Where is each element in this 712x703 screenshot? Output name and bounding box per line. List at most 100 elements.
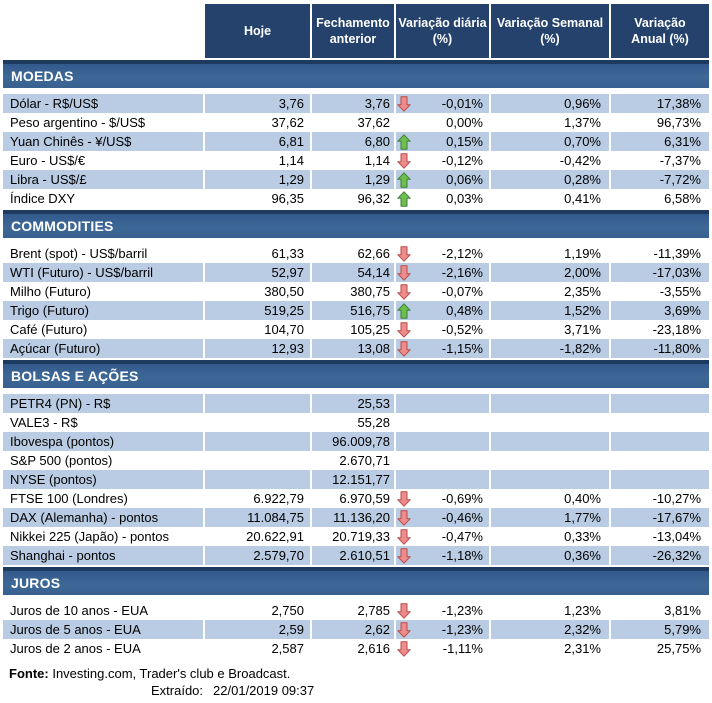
row-label: Brent (spot) - US$/barril <box>3 244 205 263</box>
variacao-diaria-value: -0,47% <box>441 529 483 544</box>
variacao-diaria-value: -2,12% <box>441 246 483 261</box>
up-arrow-icon <box>397 190 413 207</box>
hoje-value: 20.622,91 <box>205 527 312 546</box>
section-header-moedas: MOEDAS <box>3 60 709 88</box>
table-row: Café (Futuro) 104,70 105,25 -0,52% 3,71% -23,… <box>3 320 709 339</box>
hoje-value: 2,750 <box>205 601 312 620</box>
variacao-diaria-cell: -0,01% <box>396 94 491 113</box>
table-row: Açúcar (Futuro) 12,93 13,08 -1,15% -1,82% -11… <box>3 339 709 358</box>
variacao-anual-value: -7,72% <box>611 170 709 189</box>
variacao-diaria-cell: -1,18% <box>396 546 491 565</box>
up-arrow-icon <box>397 133 413 150</box>
table-row: PETR4 (PN) - R$ 25,53 <box>3 394 709 413</box>
table-row: Shanghai - pontos 2.579,70 2.610,51 -1,18% 0… <box>3 546 709 565</box>
section-header-commodities: COMMODITIES <box>3 210 709 238</box>
down-arrow-icon <box>397 283 413 300</box>
fonte-label: Fonte: <box>9 666 49 681</box>
hoje-value: 3,76 <box>205 94 312 113</box>
table-footer: Fonte: Investing.com, Trader's club e Br… <box>3 658 709 699</box>
hoje-value <box>205 470 312 489</box>
variacao-semanal-value: 1,37% <box>491 113 611 132</box>
variacao-diaria-value: -0,52% <box>441 322 483 337</box>
hoje-value: 1,14 <box>205 151 312 170</box>
table-row: S&P 500 (pontos) 2.670,71 <box>3 451 709 470</box>
variacao-semanal-value: 0,28% <box>491 170 611 189</box>
fechamento-anterior-value: 1,29 <box>312 170 396 189</box>
variacao-semanal-value: 2,35% <box>491 282 611 301</box>
variacao-anual-value: -26,32% <box>611 546 709 565</box>
row-label: Trigo (Futuro) <box>3 301 205 320</box>
no-icon <box>397 433 413 450</box>
table-row: Ibovespa (pontos) 96.009,78 <box>3 432 709 451</box>
variacao-anual-value <box>611 394 709 413</box>
hoje-value: 6.922,79 <box>205 489 312 508</box>
variacao-anual-value: -3,55% <box>659 284 701 299</box>
down-arrow-icon <box>397 621 413 638</box>
no-icon <box>397 471 413 488</box>
variacao-diaria-cell: -0,47% <box>396 527 491 546</box>
variacao-diaria-value: -1,15% <box>441 341 483 356</box>
row-label: Ibovespa (pontos) <box>3 432 205 451</box>
variacao-diaria-cell: -0,07% <box>396 282 491 301</box>
variacao-diaria-value: 0,06% <box>446 172 483 187</box>
header-variacao-anual: Variação Anual (%) <box>611 4 709 58</box>
row-label: Dólar - R$/US$ <box>3 94 205 113</box>
header-fechamento-anterior: Fechamento anterior <box>312 4 396 58</box>
fonte-text: Investing.com, Trader's club e Broadcast… <box>52 666 291 681</box>
variacao-semanal-value: 1,77% <box>491 508 611 527</box>
row-label: WTI (Futuro) - US$/barril <box>3 263 205 282</box>
hoje-value: 37,62 <box>205 113 312 132</box>
hoje-value: 2,59 <box>205 620 312 639</box>
variacao-anual-value: 17,38% <box>611 94 709 113</box>
down-arrow-icon <box>397 490 413 507</box>
variacao-anual-value: 3,69% <box>611 301 709 320</box>
up-arrow-icon <box>397 171 413 188</box>
row-label: FTSE 100 (Londres) <box>3 489 205 508</box>
variacao-anual-value <box>611 413 709 432</box>
variacao-diaria-cell: 0,03% <box>396 189 491 208</box>
no-icon <box>397 395 413 412</box>
variacao-semanal-value: -1,82% <box>491 339 611 358</box>
row-label: Nikkei 225 (Japão) - pontos <box>3 527 205 546</box>
variacao-diaria-cell: 0,15% <box>396 132 491 151</box>
row-label: Milho (Futuro) <box>3 282 205 301</box>
variacao-semanal-value <box>491 451 611 470</box>
table-row: WTI (Futuro) - US$/barril 52,97 54,14 -2,16… <box>3 263 709 282</box>
row-label: DAX (Alemanha) - pontos <box>3 508 205 527</box>
fonte-line: Fonte: Investing.com, Trader's club e Br… <box>9 665 709 682</box>
variacao-semanal-value: 0,36% <box>491 546 611 565</box>
row-label: VALE3 - R$ <box>3 413 205 432</box>
variacao-diaria-value: 0,03% <box>446 191 483 206</box>
fechamento-anterior-value: 37,62 <box>312 113 396 132</box>
fechamento-anterior-value: 55,28 <box>312 413 396 432</box>
variacao-diaria-cell <box>396 451 491 470</box>
variacao-semanal-value <box>491 470 611 489</box>
variacao-semanal-value: 2,32% <box>491 620 611 639</box>
row-label: NYSE (pontos) <box>3 470 205 489</box>
header-variacao-diaria: Variação diária (%) <box>396 4 491 58</box>
table-row: Libra - US$/£ 1,29 1,29 0,06% 0,28% -7,72% <box>3 170 709 189</box>
row-label: Shanghai - pontos <box>3 546 205 565</box>
fechamento-anterior-value: 96,32 <box>312 189 396 208</box>
row-label: Peso argentino - $/US$ <box>3 113 205 132</box>
fechamento-anterior-value: 6.970,59 <box>312 489 396 508</box>
row-label: Yuan Chinês - ¥/US$ <box>3 132 205 151</box>
variacao-semanal-value: 2,31% <box>491 639 611 658</box>
table-header-row: Hoje Fechamento anterior Variação diária… <box>3 4 709 58</box>
fechamento-anterior-value: 6,80 <box>312 132 396 151</box>
variacao-semanal-value <box>491 394 611 413</box>
variacao-semanal-value: 1,19% <box>491 244 611 263</box>
table-row: NYSE (pontos) 12.151,77 <box>3 470 709 489</box>
variacao-anual-value: -13,04% <box>652 529 701 544</box>
variacao-diaria-cell <box>396 432 491 451</box>
hoje-value: 1,29 <box>205 170 312 189</box>
variacao-diaria-value: -1,23% <box>441 622 483 637</box>
variacao-diaria-cell: 0,48% <box>396 301 491 320</box>
hoje-value: 52,97 <box>205 263 312 282</box>
hoje-value: 380,50 <box>205 282 312 301</box>
row-label: Juros de 2 anos - EUA <box>3 639 205 658</box>
variacao-anual-value: -7,37% <box>659 153 701 168</box>
variacao-semanal-value: 3,71% <box>491 320 611 339</box>
row-label: Euro - US$/€ <box>3 151 205 170</box>
variacao-diaria-value: -0,01% <box>441 96 483 111</box>
